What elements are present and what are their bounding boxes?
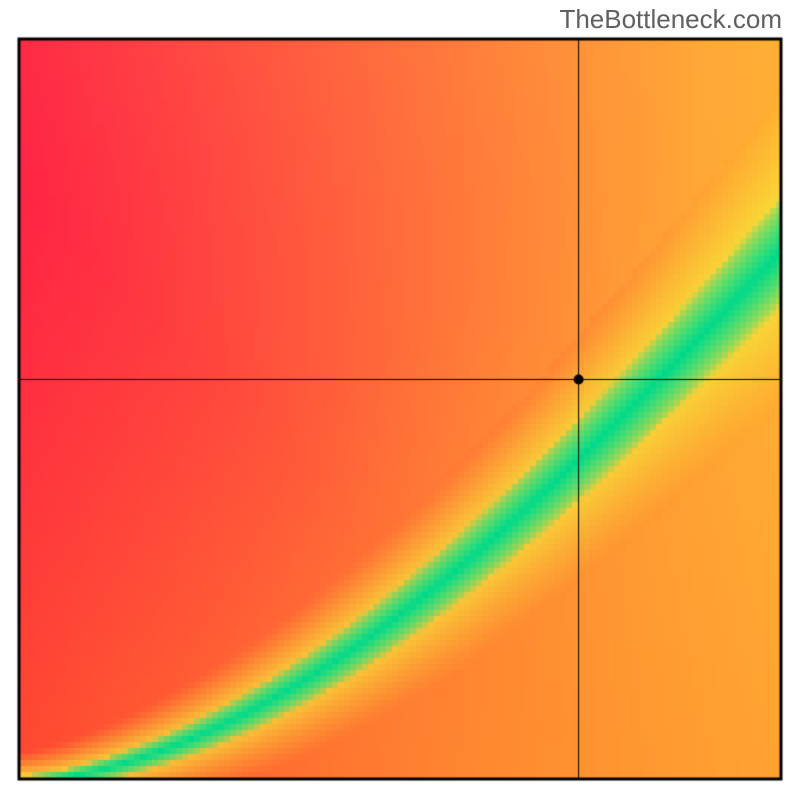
- heatmap-canvas: [0, 0, 800, 800]
- chart-container: TheBottleneck.com: [0, 0, 800, 800]
- watermark-text: TheBottleneck.com: [559, 4, 782, 35]
